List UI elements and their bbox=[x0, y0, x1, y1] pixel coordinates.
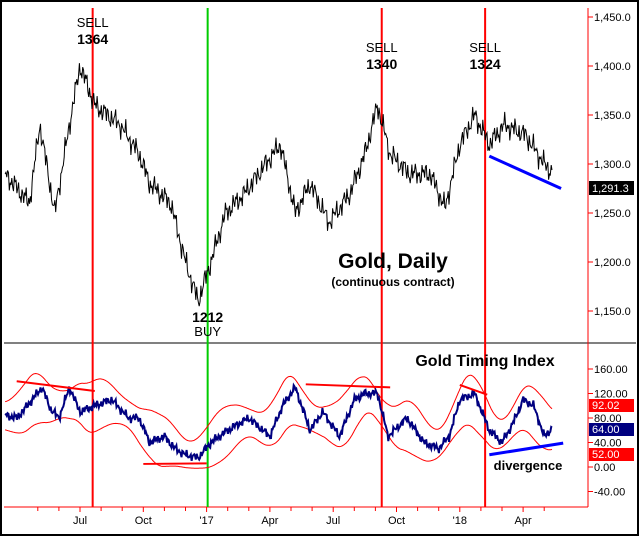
index-value-box bbox=[589, 423, 634, 436]
price-tick-label: 1,250.0 bbox=[594, 208, 631, 220]
price-line bbox=[4, 63, 553, 307]
last-price-box bbox=[589, 181, 634, 195]
price-chart-title: Gold, Daily bbox=[338, 250, 448, 273]
last-price-label: 1,291.3 bbox=[592, 183, 629, 195]
price-tick-label: 1,450.0 bbox=[594, 12, 631, 24]
price-tick-label: 1,200.0 bbox=[594, 257, 631, 269]
sell-label: SELL bbox=[77, 15, 109, 30]
price-tick-label: 1,400.0 bbox=[594, 61, 631, 73]
sell-price-label: 1324 bbox=[470, 56, 501, 72]
sell-price-label: 1364 bbox=[77, 31, 108, 47]
index-tick-label: 80.00 bbox=[594, 413, 622, 425]
upper-band-box bbox=[589, 399, 634, 412]
x-tick-label: Jul bbox=[73, 515, 87, 527]
index-value: 64.00 bbox=[592, 424, 620, 436]
index-tick-label: -40.00 bbox=[594, 487, 625, 499]
x-tick-label: Apr bbox=[261, 515, 278, 527]
price-trendline bbox=[488, 154, 562, 190]
lower-band-line bbox=[4, 412, 553, 469]
sell-price-label: 1340 bbox=[366, 56, 397, 72]
index-trendline bbox=[489, 441, 564, 457]
timing-index-line bbox=[4, 382, 553, 462]
x-tick-label: Oct bbox=[388, 515, 405, 527]
price-tick-label: 1,150.0 bbox=[594, 306, 631, 318]
lower-band-box bbox=[589, 448, 634, 461]
index-trendline bbox=[16, 380, 95, 393]
sell-label: SELL bbox=[366, 40, 398, 55]
price-tick-label: 1,350.0 bbox=[594, 110, 631, 122]
index-tick-label: 160.00 bbox=[594, 364, 628, 376]
x-tick-label: Oct bbox=[135, 515, 152, 527]
buy-label: BUY bbox=[194, 324, 221, 339]
x-tick-label: '17 bbox=[199, 515, 213, 527]
divergence-label: divergence bbox=[494, 458, 563, 473]
index-chart-title: Gold Timing Index bbox=[415, 353, 554, 370]
index-trendline bbox=[459, 383, 488, 396]
index-tick-label: 120.00 bbox=[594, 389, 628, 401]
index-trendline bbox=[143, 462, 207, 465]
index-tick-label: 40.00 bbox=[594, 438, 622, 450]
index-tick-label: 0.00 bbox=[594, 462, 615, 474]
price-tick-label: 1,300.0 bbox=[594, 159, 631, 171]
buy-price-label: 1212 bbox=[192, 309, 223, 325]
upper-band-value: 92.02 bbox=[592, 400, 620, 412]
index-trendline bbox=[305, 383, 391, 389]
price-chart-subtitle: (continuous contract) bbox=[331, 275, 454, 289]
x-tick-label: Apr bbox=[515, 515, 532, 527]
sell-label: SELL bbox=[469, 40, 501, 55]
x-tick-label: '18 bbox=[453, 515, 467, 527]
x-tick-label: Jul bbox=[326, 515, 340, 527]
lower-band-value: 52.00 bbox=[592, 449, 620, 461]
upper-band-line bbox=[4, 372, 553, 442]
